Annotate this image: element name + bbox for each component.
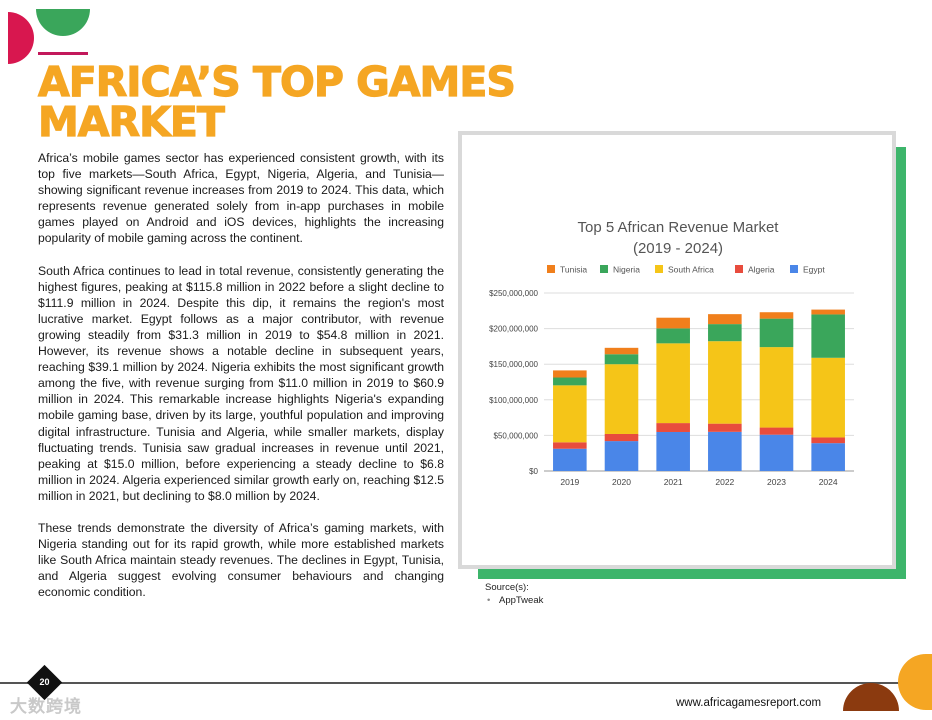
- paragraph-conclusion: These trends demonstrate the diversity o…: [38, 520, 444, 600]
- bar-segment: [759, 427, 794, 435]
- bar-segment: [811, 309, 845, 315]
- bar-segment: [604, 347, 639, 355]
- legend-swatch: [790, 265, 798, 273]
- legend-label: Egypt: [803, 265, 825, 275]
- bar-segment: [759, 434, 794, 471]
- y-tick-label: $50,000,000: [494, 431, 539, 440]
- bar-segment: [759, 312, 794, 319]
- chart-subtitle: (2019 - 2024): [633, 240, 723, 257]
- x-tick-label: 2024: [819, 477, 838, 487]
- source-item-text: AppTweak: [499, 595, 544, 606]
- legend-label: Nigeria: [613, 265, 640, 275]
- bar-segment: [759, 318, 794, 348]
- chart-title: Top 5 African Revenue Market: [578, 219, 780, 236]
- legend-swatch: [655, 265, 663, 273]
- x-tick-label: 2020: [612, 477, 631, 487]
- bullet-icon: •: [487, 595, 491, 606]
- bar-segment: [708, 314, 742, 325]
- pink-half-circle-decoration: [8, 12, 34, 64]
- x-tick-label: 2019: [560, 477, 579, 487]
- watermark-text: 大数跨境: [10, 697, 82, 716]
- bar-segment: [604, 441, 639, 471]
- legend-label: Tunisia: [560, 265, 587, 275]
- bar-segment: [708, 431, 742, 471]
- accent-underline: [38, 52, 88, 55]
- bar-segment: [553, 442, 587, 449]
- bar-segment: [656, 423, 690, 432]
- source-label: Source(s):: [485, 582, 529, 593]
- source-item: • AppTweak: [485, 594, 543, 607]
- legend-swatch: [735, 265, 743, 273]
- bar-segment: [604, 433, 639, 442]
- bar-segment: [553, 377, 587, 386]
- bar-segment: [656, 431, 690, 471]
- paragraph-analysis: South Africa continues to lead in total …: [38, 263, 444, 503]
- bar-segment: [656, 328, 690, 344]
- x-tick-label: 2022: [715, 477, 734, 487]
- bar-segment: [708, 341, 742, 424]
- revenue-chart: Top 5 African Revenue Market (2019 - 2024…: [489, 219, 854, 487]
- legend-label: Algeria: [748, 265, 775, 275]
- x-tick-label: 2021: [664, 477, 683, 487]
- page-title: AFRICA’S TOP GAMES MARKET: [37, 58, 516, 146]
- body-text: Africa’s mobile games sector has experie…: [38, 150, 444, 616]
- chart-card: Top 5 African Revenue Market (2019 - 2024…: [458, 131, 896, 569]
- bar-segment: [708, 423, 742, 432]
- y-tick-label: $150,000,000: [489, 360, 538, 369]
- y-tick-label: $0: [529, 467, 538, 476]
- brown-half-circle-decoration: [843, 683, 899, 711]
- legend-label: South Africa: [668, 265, 714, 275]
- bar-segment: [811, 357, 845, 438]
- paragraph-intro: Africa’s mobile games sector has experie…: [38, 151, 444, 246]
- legend-swatch: [547, 265, 555, 273]
- y-tick-label: $250,000,000: [489, 289, 538, 298]
- bar-segment: [708, 324, 742, 342]
- bar-segment: [553, 385, 587, 443]
- page-number: 20: [39, 677, 50, 687]
- bar-segment: [604, 354, 639, 365]
- bar-segment: [811, 443, 845, 471]
- x-tick-label: 2023: [767, 477, 786, 487]
- bar-segment: [811, 314, 845, 358]
- green-half-circle-decoration: [36, 9, 90, 36]
- orange-half-circle-decoration: [898, 654, 932, 710]
- y-tick-label: $100,000,000: [489, 396, 538, 405]
- bar-segment: [604, 364, 639, 434]
- bar-segment: [553, 370, 587, 378]
- legend-swatch: [600, 265, 608, 273]
- bar-segment: [553, 448, 587, 471]
- source-block: Source(s): • AppTweak: [485, 581, 543, 607]
- y-tick-label: $200,000,000: [489, 325, 538, 334]
- bar-segment: [759, 347, 794, 428]
- bar-segment: [656, 343, 690, 424]
- website-link[interactable]: www.africagamesreport.com: [676, 697, 822, 709]
- footer-divider: [0, 682, 932, 684]
- bar-segment: [656, 317, 690, 329]
- bar-segment: [811, 437, 845, 444]
